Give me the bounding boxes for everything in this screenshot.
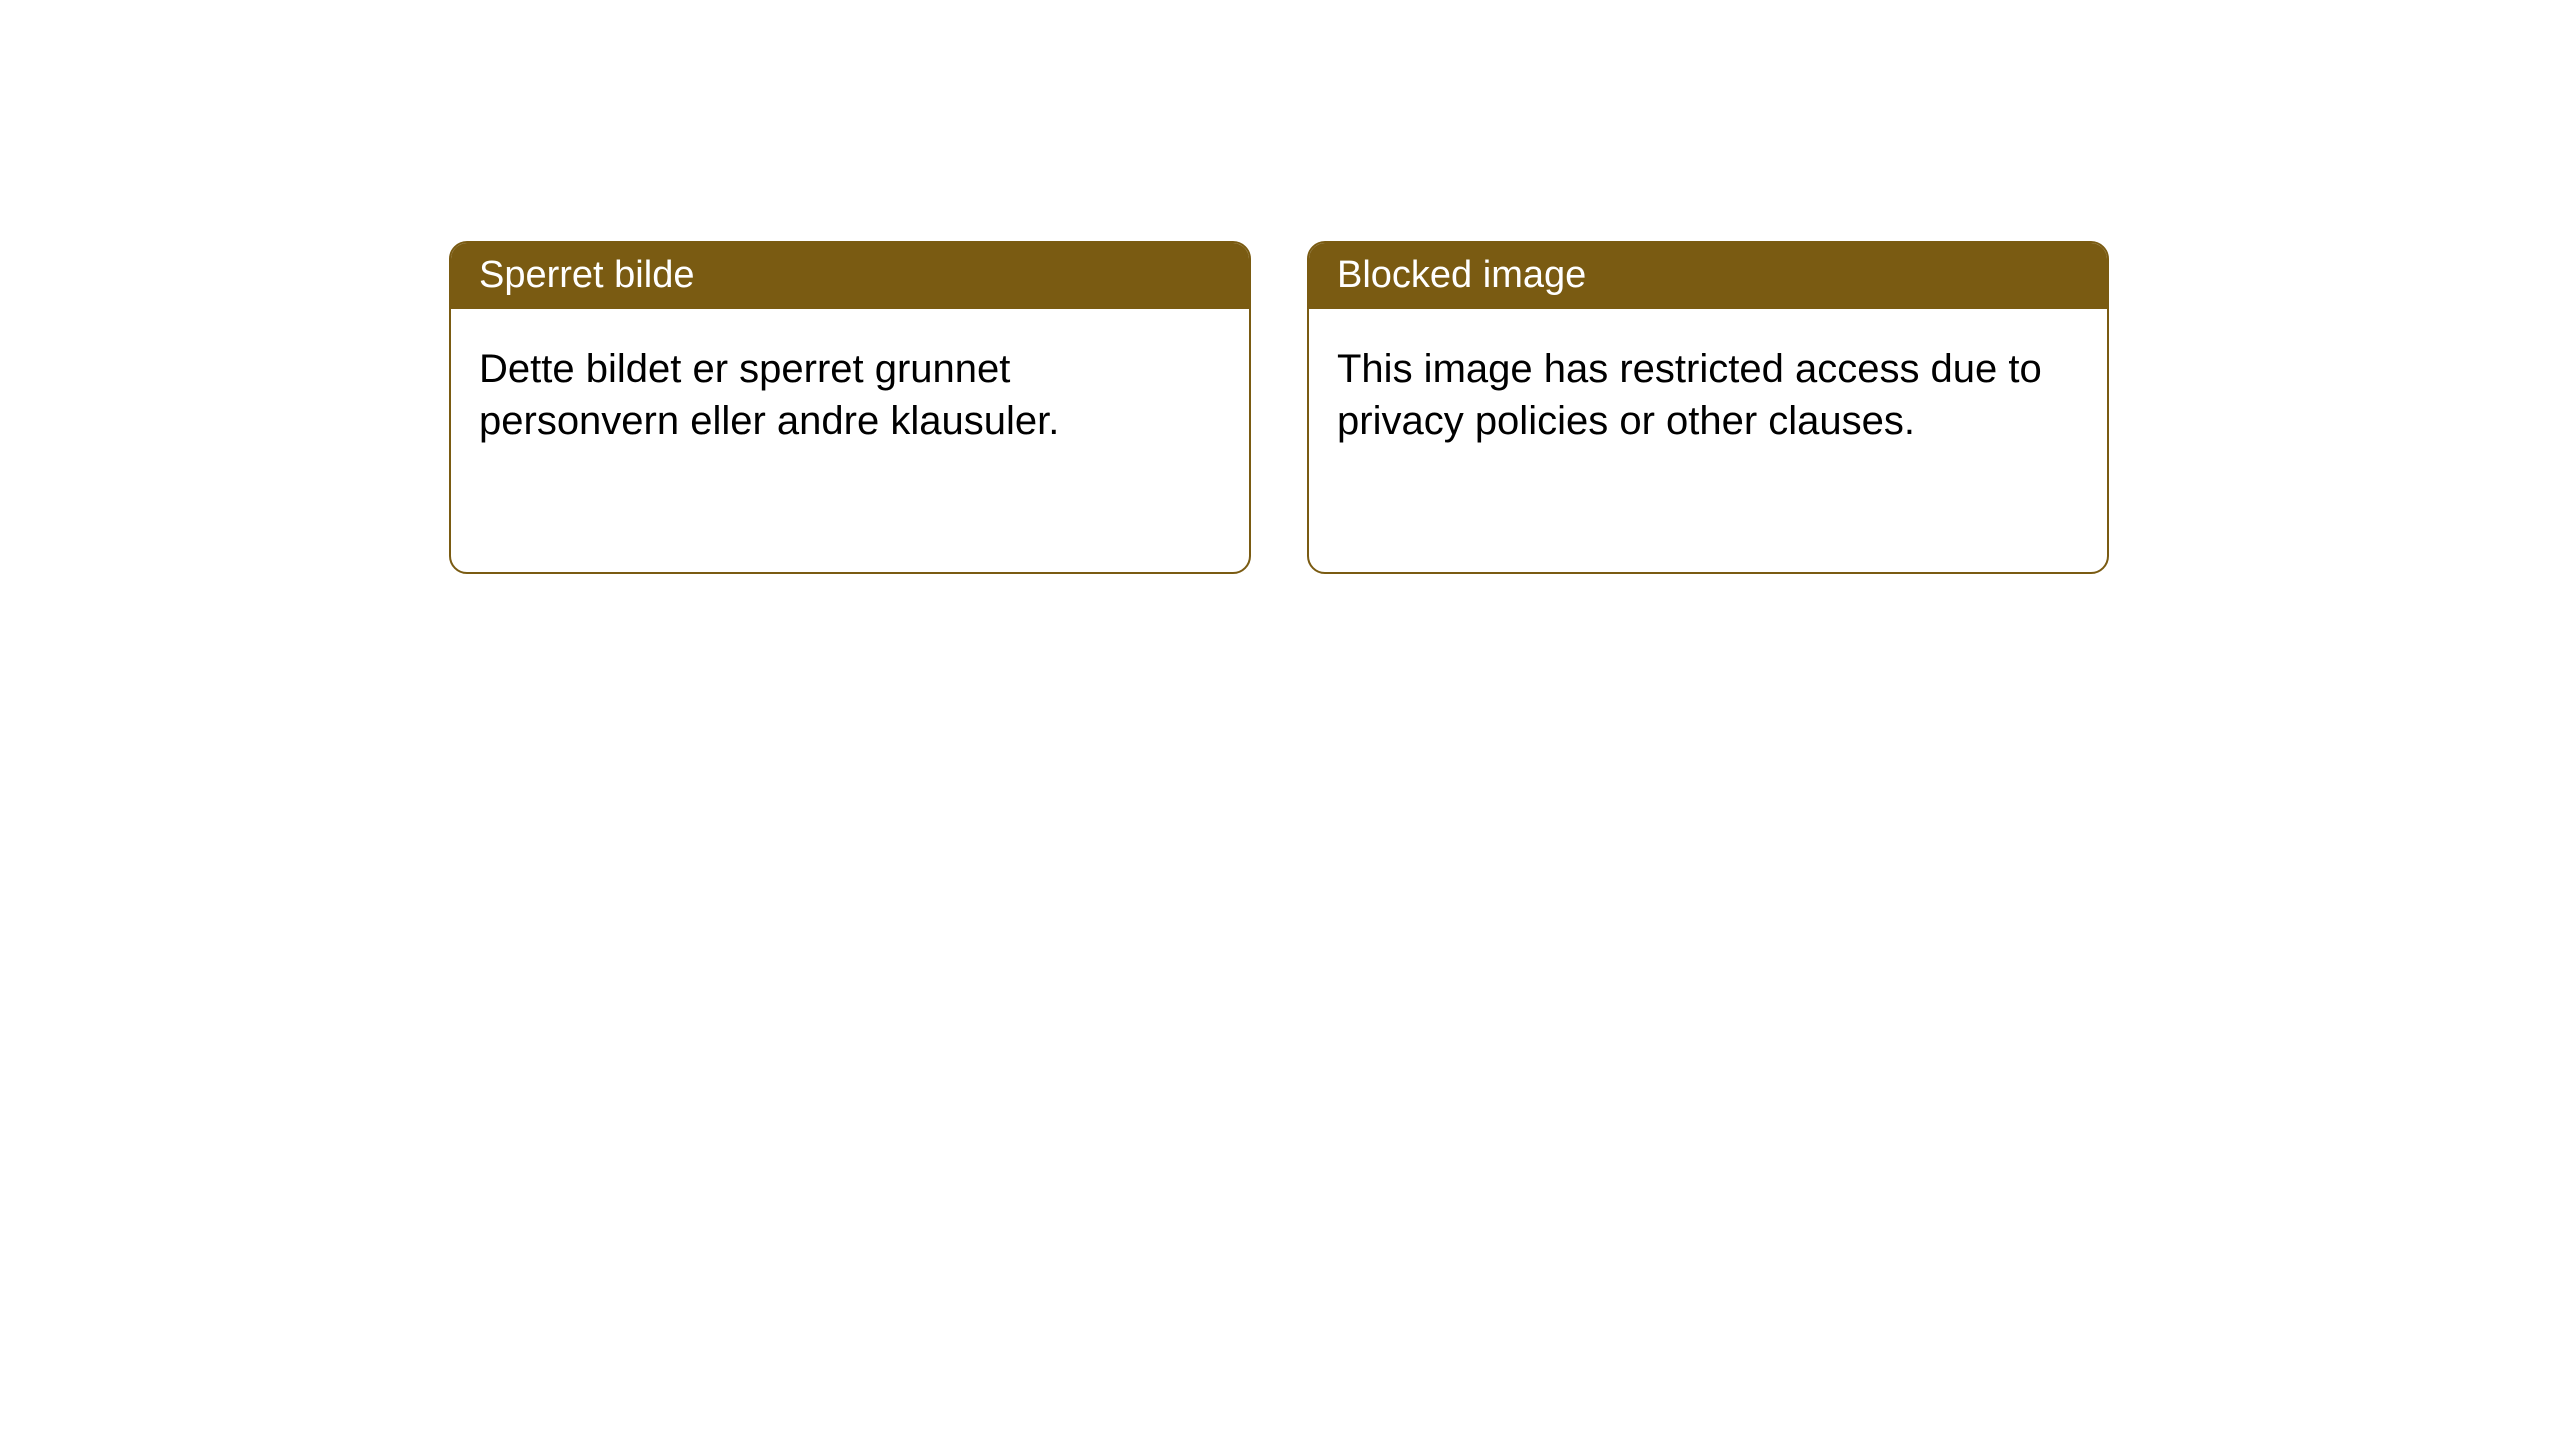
notice-container: Sperret bilde Dette bildet er sperret gr… [0,0,2560,574]
notice-card-english: Blocked image This image has restricted … [1307,241,2109,574]
notice-card-norwegian: Sperret bilde Dette bildet er sperret gr… [449,241,1251,574]
notice-title-english: Blocked image [1309,243,2107,309]
notice-body-english: This image has restricted access due to … [1309,309,2107,483]
notice-body-norwegian: Dette bildet er sperret grunnet personve… [451,309,1249,483]
notice-title-norwegian: Sperret bilde [451,243,1249,309]
